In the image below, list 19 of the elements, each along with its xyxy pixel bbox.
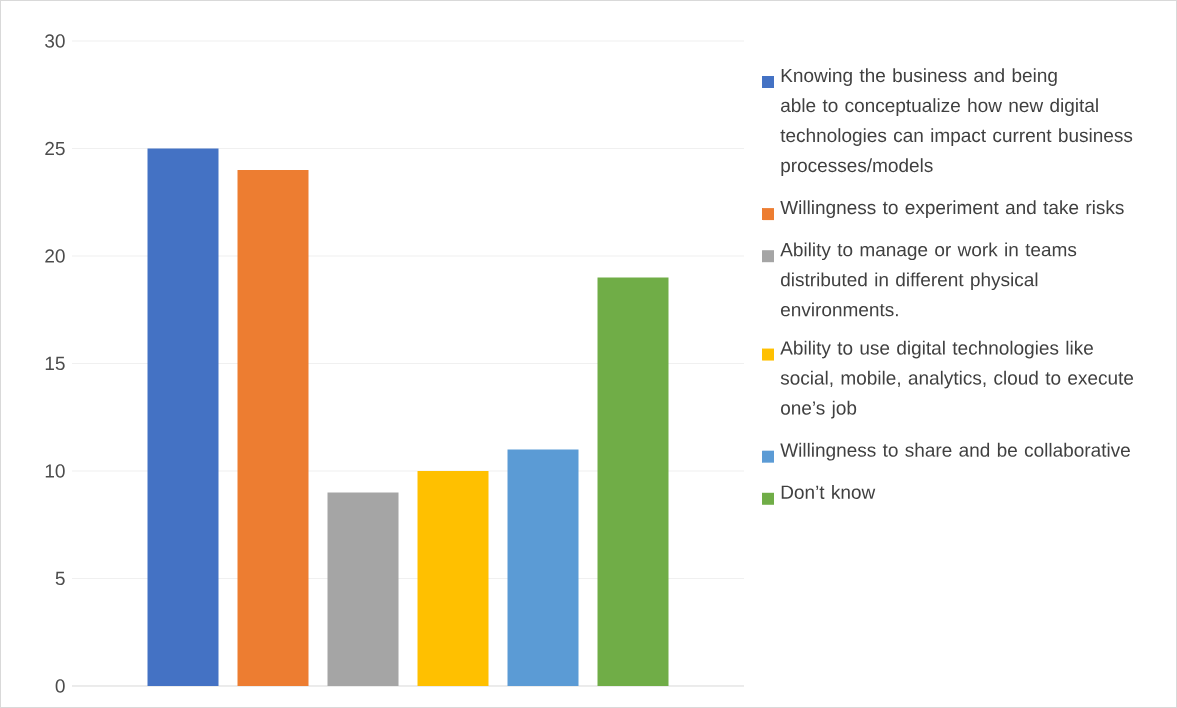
y-tick-label: 25 (45, 141, 65, 156)
legend-label: Ability to manage or work in teams distributed in different physical environments. (780, 242, 1077, 317)
bar (147, 148, 219, 686)
bar (597, 277, 669, 686)
bar (417, 470, 489, 686)
y-tick-label: 30 (45, 34, 65, 48)
y-tick-label: 10 (45, 464, 65, 478)
bar (237, 169, 309, 686)
y-tick-label: 5 (55, 571, 65, 586)
legend-label: Ability to use digital technologies like social, mobile, analytics, cloud to execute one’s job (780, 340, 1134, 419)
legend-label: Willingness to experiment and take risks (780, 200, 1124, 218)
y-tick-label: 0 (55, 679, 65, 693)
legend-label: Knowing the business and being able to conceptualize how new digital technologies can impact current business processes/models (780, 68, 1133, 176)
bar (327, 492, 399, 686)
bar (507, 449, 579, 686)
y-tick-label: 20 (45, 249, 65, 263)
y-tick-label: 15 (45, 356, 65, 371)
legend-label: Don’t know (781, 484, 876, 499)
legend-label: Willingness to share and be collaborative (780, 442, 1130, 461)
